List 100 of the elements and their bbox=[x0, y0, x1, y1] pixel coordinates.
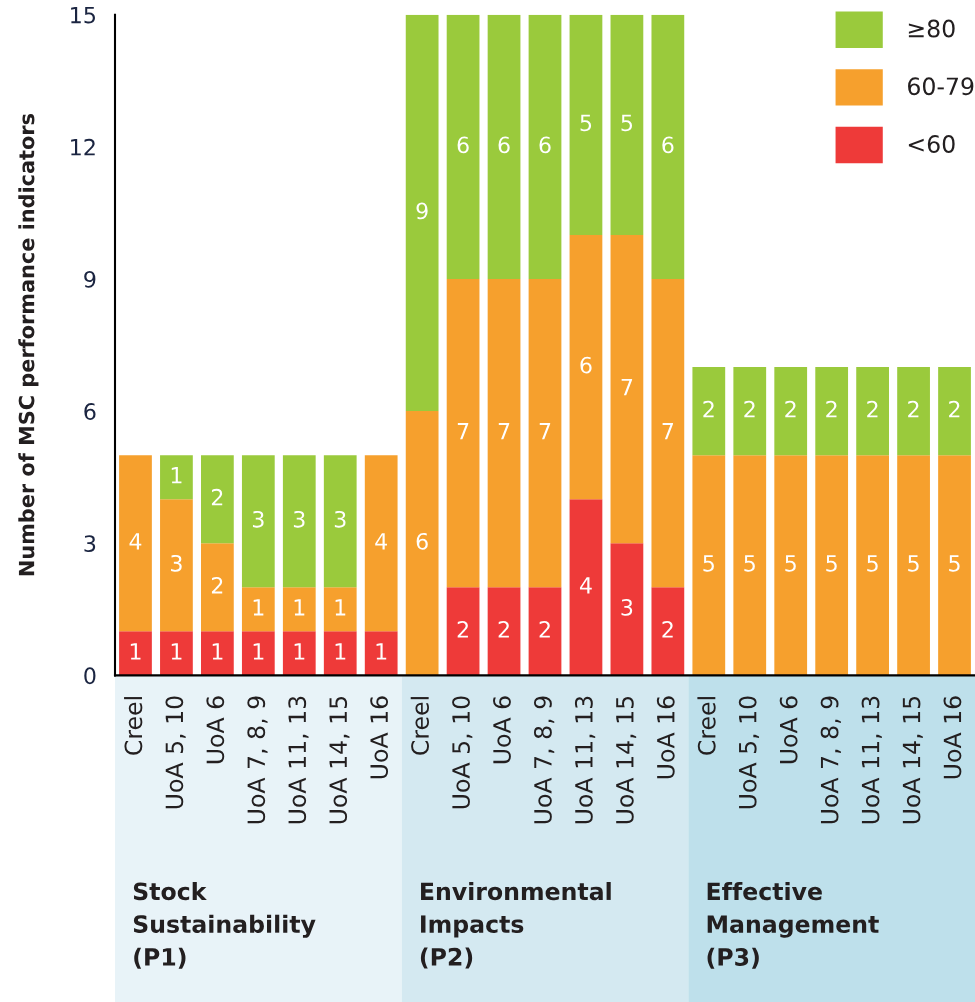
data-label: 6 bbox=[580, 356, 592, 374]
data-label: 7 bbox=[539, 423, 551, 440]
bar bbox=[160, 499, 193, 632]
bar bbox=[856, 367, 889, 456]
bar bbox=[569, 234, 603, 500]
data-label: 2 bbox=[826, 400, 837, 418]
bar bbox=[938, 367, 971, 456]
bar bbox=[323, 631, 357, 676]
data-label: 5 bbox=[949, 555, 960, 572]
bar bbox=[282, 631, 316, 676]
bar bbox=[815, 455, 849, 676]
bar bbox=[651, 278, 685, 588]
bar bbox=[569, 14, 603, 235]
data-label: 5 bbox=[580, 114, 592, 132]
y-tick-label: 6 bbox=[84, 403, 96, 420]
bar bbox=[897, 455, 930, 676]
x-tick-label: UoA 14, 15 bbox=[616, 696, 637, 824]
bar bbox=[160, 455, 193, 500]
data-label: 2 bbox=[949, 400, 960, 418]
bar bbox=[610, 543, 644, 676]
data-label: 3 bbox=[293, 510, 305, 528]
data-label: 5 bbox=[908, 555, 919, 572]
bar bbox=[938, 455, 971, 676]
y-tick-label: 3 bbox=[84, 535, 96, 553]
bar bbox=[774, 455, 808, 676]
legend-label: 60-79 bbox=[908, 77, 974, 96]
data-label: 2 bbox=[211, 488, 223, 506]
data-label: 5 bbox=[826, 555, 837, 572]
data-label: 7 bbox=[457, 423, 469, 440]
bar bbox=[528, 14, 562, 279]
bar bbox=[692, 455, 726, 676]
x-tick-label: UoA 11, 13 bbox=[574, 696, 596, 824]
data-label: 2 bbox=[785, 400, 796, 418]
data-label: 7 bbox=[621, 379, 633, 396]
data-label: 2 bbox=[539, 620, 550, 638]
data-label: 6 bbox=[662, 136, 674, 154]
x-tick-label: UoA 7, 8, 9 bbox=[247, 696, 268, 824]
bar bbox=[774, 367, 808, 456]
bar bbox=[241, 587, 275, 632]
data-label: 5 bbox=[867, 555, 878, 572]
text: Environmental Impacts (P2) bbox=[420, 882, 611, 969]
bar bbox=[201, 543, 234, 632]
x-tick-label: UoA 5, 10 bbox=[165, 696, 186, 809]
data-label: 9 bbox=[416, 202, 428, 220]
bar bbox=[119, 631, 152, 676]
data-label: 4 bbox=[129, 533, 142, 550]
bar bbox=[405, 411, 439, 676]
text: Effective Management (P3) bbox=[707, 882, 879, 969]
data-label: 2 bbox=[744, 400, 755, 418]
data-label: 1 bbox=[335, 643, 346, 660]
data-label: 1 bbox=[171, 643, 182, 660]
x-tick-label: UoA 11, 13 bbox=[861, 696, 882, 824]
data-label: 2 bbox=[498, 620, 509, 638]
legend-label: <60 bbox=[908, 135, 955, 153]
bar bbox=[201, 631, 234, 676]
x-tick-label: UoA 5, 10 bbox=[452, 696, 473, 809]
data-label: 4 bbox=[375, 533, 388, 550]
bar bbox=[241, 455, 275, 588]
bar bbox=[528, 587, 562, 676]
data-label: 2 bbox=[662, 620, 673, 638]
y-tick-label: 9 bbox=[84, 270, 96, 288]
x-tick-label: Creel bbox=[124, 697, 143, 755]
data-label: 2 bbox=[211, 576, 223, 594]
x-tick-label: UoA 14, 15 bbox=[902, 696, 923, 824]
data-label: 6 bbox=[416, 532, 428, 550]
bar bbox=[610, 234, 644, 544]
data-label: 3 bbox=[334, 510, 346, 528]
y-tick-label: 15 bbox=[71, 6, 95, 24]
x-tick-label: UoA 6 bbox=[493, 696, 511, 764]
x-tick-label: UoA 6 bbox=[206, 696, 225, 764]
data-label: 2 bbox=[908, 400, 919, 418]
bar bbox=[528, 278, 562, 588]
data-label: 1 bbox=[294, 599, 305, 616]
bar bbox=[446, 14, 480, 279]
bar bbox=[610, 14, 644, 235]
data-label: 3 bbox=[252, 510, 264, 528]
data-label: 2 bbox=[867, 400, 878, 418]
bar bbox=[446, 587, 480, 676]
bar bbox=[815, 367, 849, 456]
data-label: 1 bbox=[335, 599, 346, 616]
bar bbox=[692, 367, 726, 456]
legend-label: ≥80 bbox=[908, 19, 955, 38]
bar bbox=[569, 499, 603, 676]
data-label: 6 bbox=[457, 136, 469, 154]
bar bbox=[733, 455, 767, 676]
x-tick-label: UoA 16 bbox=[656, 696, 675, 779]
data-label: 1 bbox=[253, 599, 264, 616]
data-label: 1 bbox=[212, 643, 223, 660]
data-label: 5 bbox=[744, 555, 755, 572]
bar bbox=[487, 278, 521, 588]
data-label: 1 bbox=[253, 643, 264, 660]
bar bbox=[201, 455, 234, 544]
data-label: 1 bbox=[130, 643, 141, 660]
bar bbox=[160, 631, 193, 676]
data-label: 6 bbox=[498, 136, 510, 154]
data-label: 3 bbox=[171, 554, 182, 572]
y-tick-label: 0 bbox=[84, 667, 96, 685]
data-label: 2 bbox=[457, 620, 468, 638]
x-tick-label: Creel bbox=[410, 697, 429, 755]
text: Stock Sustainability (P1) bbox=[133, 882, 316, 969]
